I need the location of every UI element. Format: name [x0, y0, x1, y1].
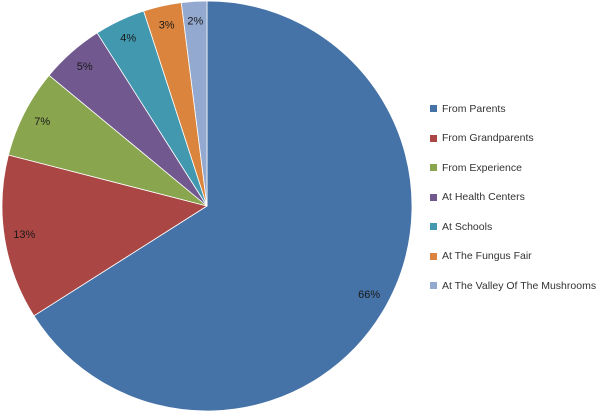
pie-slice-6 — [180, 0, 208, 207]
legend-swatch — [430, 282, 437, 290]
legend-swatch — [430, 164, 437, 172]
pie-data-labels: 66% 13% 7% 5% 4% 3% 2% — [13, 15, 380, 301]
legend-label: At The Valley Of The Mushrooms — [442, 279, 597, 292]
data-label-0: 66% — [358, 289, 380, 301]
legend-swatch — [430, 193, 437, 201]
pie-slice-0 — [33, 0, 413, 412]
legend-label: At The Fungus Fair — [442, 250, 532, 263]
legend-label: At Health Centers — [442, 191, 525, 204]
pie-slices — [1, 0, 413, 412]
legend: From Parents From Grandparents From Experi… — [430, 94, 596, 301]
legend-item: From Parents — [430, 94, 596, 124]
data-label-6: 2% — [187, 15, 203, 27]
legend-item: From Experience — [430, 153, 596, 183]
legend-label: From Parents — [442, 102, 506, 115]
legend-item: From Grandparents — [430, 124, 596, 154]
legend-label: From Experience — [442, 161, 522, 174]
data-label-1: 13% — [13, 229, 35, 241]
legend-item: At The Fungus Fair — [430, 242, 596, 272]
legend-item: At The Valley Of The Mushrooms — [430, 271, 596, 301]
data-label-5: 3% — [159, 19, 175, 31]
legend-swatch — [430, 223, 437, 231]
legend-swatch — [430, 105, 437, 113]
legend-label: At Schools — [442, 220, 493, 233]
data-label-4: 4% — [120, 33, 136, 45]
data-label-2: 7% — [34, 116, 50, 128]
legend-swatch — [430, 252, 437, 260]
data-label-3: 5% — [77, 61, 93, 73]
legend-item: At Schools — [430, 212, 596, 242]
legend-swatch — [430, 134, 437, 142]
pie-slice-1 — [1, 154, 208, 317]
legend-item: At Health Centers — [430, 183, 596, 213]
legend-label: From Grandparents — [442, 132, 534, 145]
